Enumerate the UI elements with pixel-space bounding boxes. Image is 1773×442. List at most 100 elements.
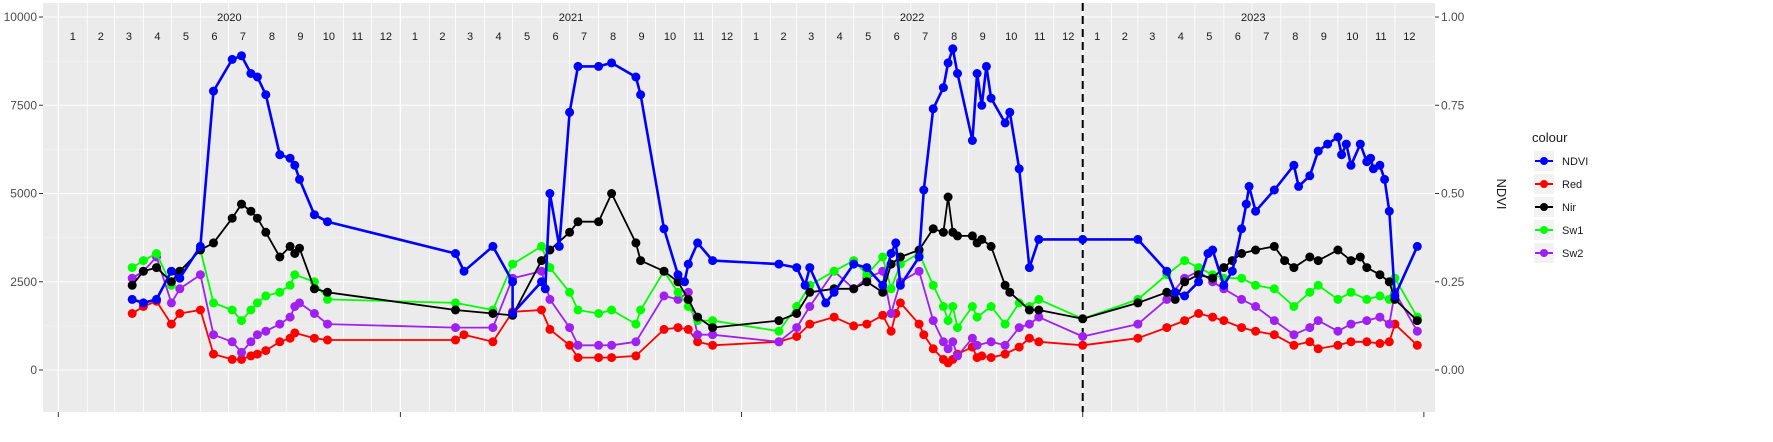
data-point-nir bbox=[1333, 245, 1343, 255]
month-label: 5 bbox=[183, 31, 189, 43]
data-point-sw2 bbox=[488, 323, 498, 333]
data-point-sw1 bbox=[508, 259, 518, 269]
data-point-ndvi bbox=[1078, 234, 1088, 244]
legend-label: Sw2 bbox=[1562, 248, 1583, 260]
series-ndvi bbox=[127, 44, 1422, 318]
data-point-nir bbox=[166, 277, 176, 287]
data-point-sw2 bbox=[537, 266, 546, 276]
data-point-nir bbox=[1208, 273, 1218, 283]
data-point-red bbox=[1162, 323, 1172, 333]
data-point-ndvi bbox=[928, 104, 938, 114]
data-point-red bbox=[1362, 337, 1372, 347]
data-point-nir bbox=[1078, 314, 1088, 324]
data-point-ndvi bbox=[252, 72, 262, 82]
data-point-ndvi bbox=[1346, 160, 1356, 170]
data-point-ndvi bbox=[680, 277, 689, 287]
data-point-nir bbox=[1237, 249, 1247, 258]
data-point-sw1 bbox=[1269, 284, 1279, 294]
data-point-red bbox=[1375, 339, 1385, 348]
data-point-sw1 bbox=[631, 319, 641, 329]
month-label: 12 bbox=[1403, 31, 1415, 43]
data-point-sw1 bbox=[1305, 287, 1315, 297]
data-point-sw1 bbox=[451, 298, 460, 308]
data-point-nir bbox=[977, 234, 987, 244]
month-label: 2 bbox=[98, 31, 104, 43]
data-point-red bbox=[1024, 333, 1034, 343]
data-point-ndvi bbox=[1034, 234, 1044, 244]
month-label: 1 bbox=[70, 31, 76, 43]
data-point-ndvi bbox=[862, 263, 872, 273]
data-point-sw2 bbox=[594, 340, 604, 350]
data-point-nir bbox=[1219, 263, 1229, 273]
data-point-sw2 bbox=[886, 309, 896, 318]
data-point-nir bbox=[285, 241, 295, 251]
data-point-ndvi bbox=[227, 54, 237, 64]
data-point-red bbox=[237, 354, 246, 364]
data-point-ndvi bbox=[540, 284, 550, 294]
data-point-ndvi bbox=[1024, 263, 1034, 273]
left-tick-label: 0 bbox=[30, 363, 37, 377]
major-gridlines bbox=[43, 3, 1435, 412]
data-point-red bbox=[919, 330, 929, 340]
data-point-nir bbox=[488, 309, 498, 318]
data-point-nir bbox=[607, 189, 617, 198]
data-point-red bbox=[573, 353, 583, 363]
right-tick-label: 0.25 bbox=[1441, 275, 1465, 289]
data-point-red bbox=[1194, 309, 1204, 318]
data-point-sw1 bbox=[607, 305, 617, 315]
data-point-nir bbox=[1162, 287, 1172, 297]
data-point-sw2 bbox=[295, 298, 304, 308]
data-point-ndvi bbox=[1170, 287, 1180, 297]
data-point-sw2 bbox=[1034, 312, 1044, 322]
data-point-ndvi bbox=[1384, 206, 1394, 216]
data-point-ndvi bbox=[1313, 146, 1323, 156]
data-point-sw1 bbox=[1289, 302, 1299, 311]
data-point-sw2 bbox=[285, 312, 295, 322]
data-point-sw2 bbox=[1237, 294, 1247, 304]
data-point-sw1 bbox=[127, 263, 137, 273]
data-point-ndvi bbox=[1005, 107, 1015, 117]
data-point-nir bbox=[275, 252, 285, 262]
data-point-nir bbox=[943, 192, 953, 202]
data-point-sw2 bbox=[451, 323, 460, 333]
data-point-red bbox=[537, 305, 546, 315]
data-point-sw2 bbox=[227, 337, 237, 347]
month-label: 8 bbox=[1292, 31, 1298, 43]
month-label: 12 bbox=[721, 31, 733, 43]
data-point-red bbox=[805, 319, 815, 329]
month-label: 6 bbox=[552, 31, 558, 43]
data-point-sw1 bbox=[829, 266, 839, 276]
data-point-red bbox=[127, 309, 137, 318]
data-point-red bbox=[1208, 312, 1218, 322]
data-point-nir bbox=[594, 217, 604, 227]
legend-label: NDVI bbox=[1562, 156, 1588, 168]
data-point-sw1 bbox=[1362, 294, 1372, 304]
data-point-red bbox=[175, 309, 185, 318]
data-point-nir bbox=[928, 224, 938, 234]
data-point-red bbox=[1412, 340, 1422, 350]
data-point-ndvi bbox=[1180, 291, 1190, 301]
data-point-ndvi bbox=[1333, 132, 1343, 142]
data-point-red bbox=[928, 344, 938, 354]
month-label: 1 bbox=[1094, 31, 1100, 43]
data-point-nir bbox=[1355, 252, 1365, 262]
data-point-sw1 bbox=[1333, 294, 1343, 304]
data-point-ndvi bbox=[127, 294, 137, 304]
data-point-nir bbox=[309, 284, 319, 294]
month-label: 3 bbox=[126, 31, 132, 43]
month-label: 12 bbox=[380, 31, 392, 43]
data-point-sw1 bbox=[972, 312, 982, 322]
data-point-red bbox=[1333, 340, 1343, 350]
data-point-nir bbox=[938, 227, 948, 237]
data-point-nir bbox=[209, 238, 218, 248]
data-point-nir bbox=[805, 287, 815, 297]
data-point-sw2 bbox=[175, 284, 185, 294]
data-point-red bbox=[659, 324, 669, 334]
data-point-sw1 bbox=[573, 305, 583, 315]
data-point-ndvi bbox=[1133, 234, 1143, 244]
data-point-ndvi bbox=[1244, 181, 1254, 191]
data-point-ndvi bbox=[1208, 245, 1218, 255]
month-label: 2 bbox=[439, 31, 445, 43]
data-point-nir bbox=[295, 243, 304, 253]
data-point-ndvi bbox=[195, 241, 205, 251]
